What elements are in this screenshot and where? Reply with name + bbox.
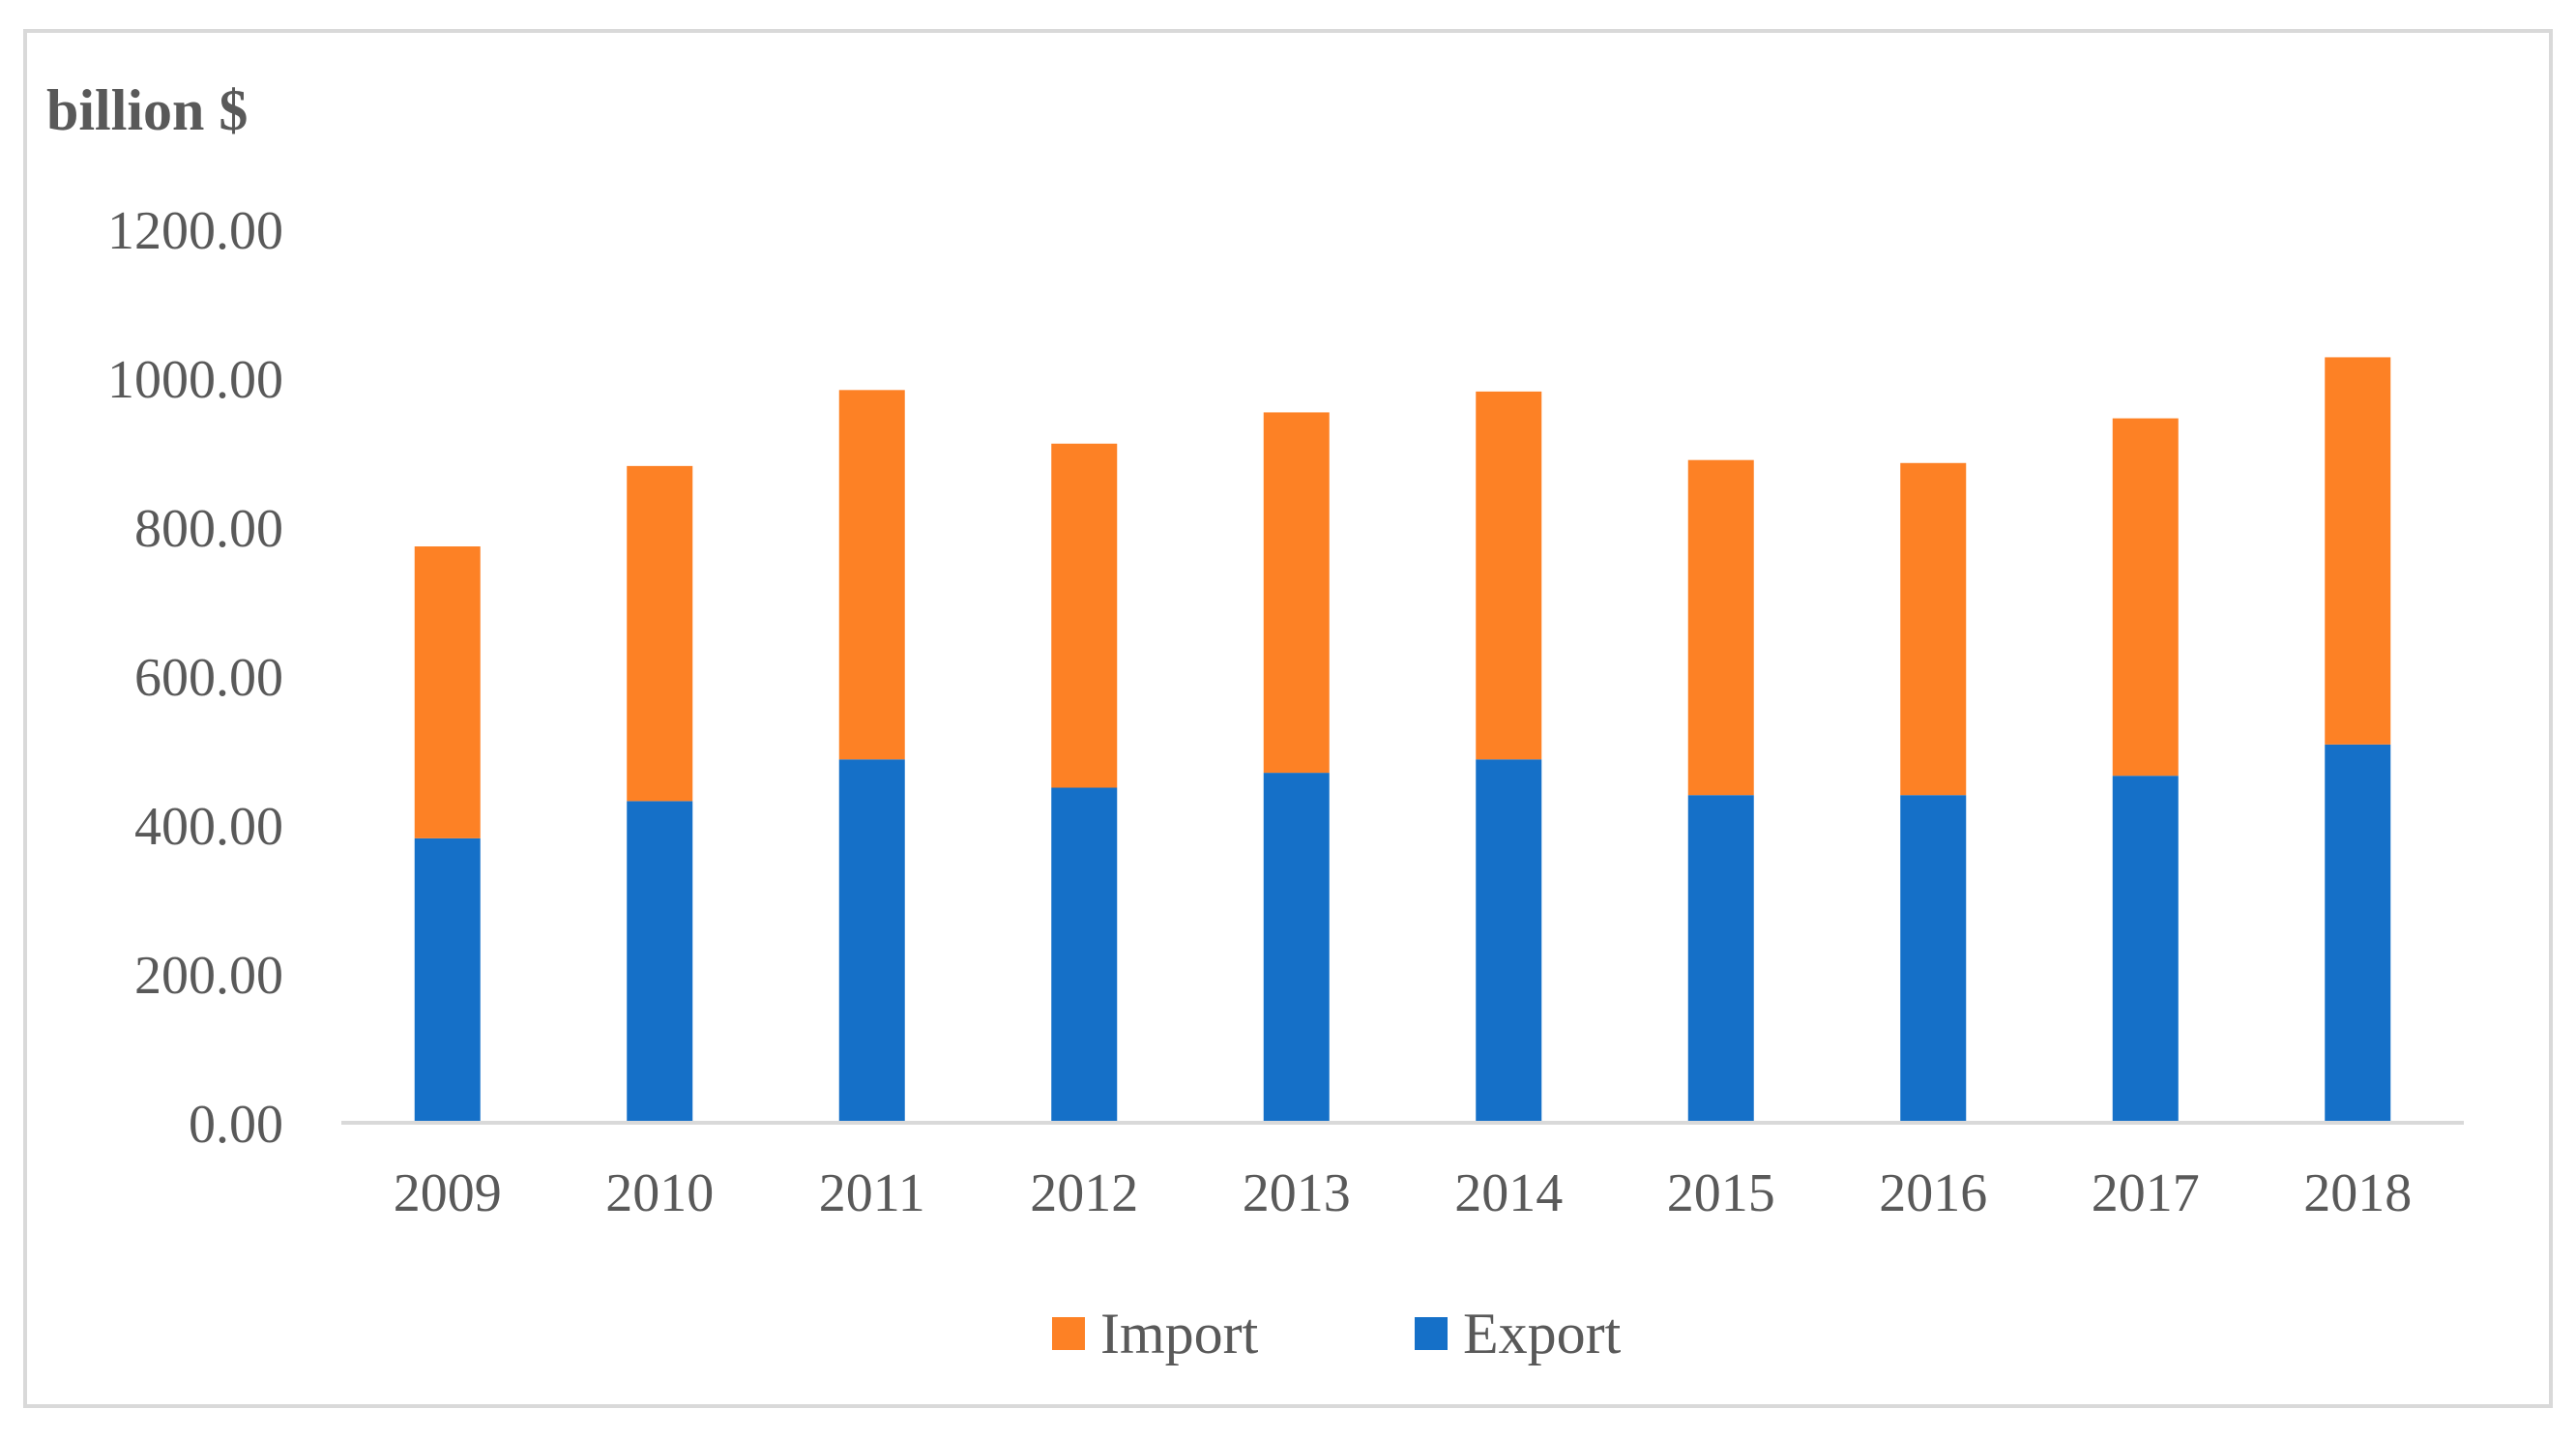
x-tick-label: 2010	[605, 1163, 714, 1223]
bars	[414, 357, 2391, 1123]
y-axis-ticks: 0.00 200.00 400.00 600.00 800.00 1000.00 1200.…	[107, 201, 283, 1155]
bar-export-2014	[1476, 759, 1542, 1123]
bar-export-2018	[2325, 744, 2391, 1123]
x-tick-label: 2017	[2092, 1163, 2200, 1223]
legend-label-import: Import	[1100, 1302, 1259, 1366]
stacked-bar-chart: billion $ 0.00 200.00 400.00 600.00 800.00 10…	[46, 78, 2464, 1366]
bar-import-2010	[627, 465, 693, 802]
bar-export-2016	[1900, 795, 1967, 1123]
bar-export-2010	[627, 801, 693, 1123]
bar-export-2011	[838, 759, 905, 1123]
x-tick-label: 2013	[1243, 1163, 1351, 1223]
legend-swatch-export	[1415, 1317, 1448, 1350]
legend: Import Export	[1052, 1302, 1622, 1366]
bar-import-2012	[1051, 443, 1118, 788]
bar-export-2015	[1687, 795, 1754, 1123]
x-tick-label: 2011	[819, 1163, 925, 1223]
y-tick-label: 0.00	[189, 1095, 283, 1155]
chart-frame: billion $ 0.00 200.00 400.00 600.00 800.00 10…	[23, 29, 2553, 1408]
x-tick-label: 2009	[394, 1163, 502, 1223]
y-tick-label: 800.00	[134, 499, 283, 559]
bar-import-2015	[1687, 459, 1754, 796]
y-tick-label: 1200.00	[107, 201, 283, 261]
bar-import-2014	[1476, 391, 1542, 760]
bar-import-2013	[1263, 412, 1330, 774]
x-tick-label: 2018	[2303, 1163, 2412, 1223]
y-axis-label: billion $	[46, 78, 248, 142]
x-tick-label: 2012	[1030, 1163, 1138, 1223]
x-axis-ticks: 2009 2010 2011 2012 2013 2014 2015 2016 2017 2018	[394, 1163, 2413, 1223]
bar-import-2011	[838, 390, 905, 760]
y-tick-label: 400.00	[134, 797, 283, 857]
y-tick-label: 200.00	[134, 946, 283, 1006]
bar-export-2012	[1051, 787, 1118, 1123]
y-tick-label: 600.00	[134, 648, 283, 708]
x-tick-label: 2014	[1454, 1163, 1563, 1223]
legend-swatch-import	[1052, 1317, 1085, 1350]
bar-import-2017	[2112, 418, 2179, 777]
bar-import-2009	[414, 546, 481, 838]
bar-import-2016	[1900, 462, 1967, 796]
bar-export-2017	[2112, 776, 2179, 1123]
y-tick-label: 1000.00	[107, 350, 283, 410]
legend-label-export: Export	[1463, 1302, 1622, 1366]
x-tick-label: 2015	[1667, 1163, 1775, 1223]
bar-export-2009	[414, 837, 481, 1123]
bar-export-2013	[1263, 773, 1330, 1123]
bar-import-2018	[2325, 357, 2391, 745]
x-tick-label: 2016	[1879, 1163, 1987, 1223]
